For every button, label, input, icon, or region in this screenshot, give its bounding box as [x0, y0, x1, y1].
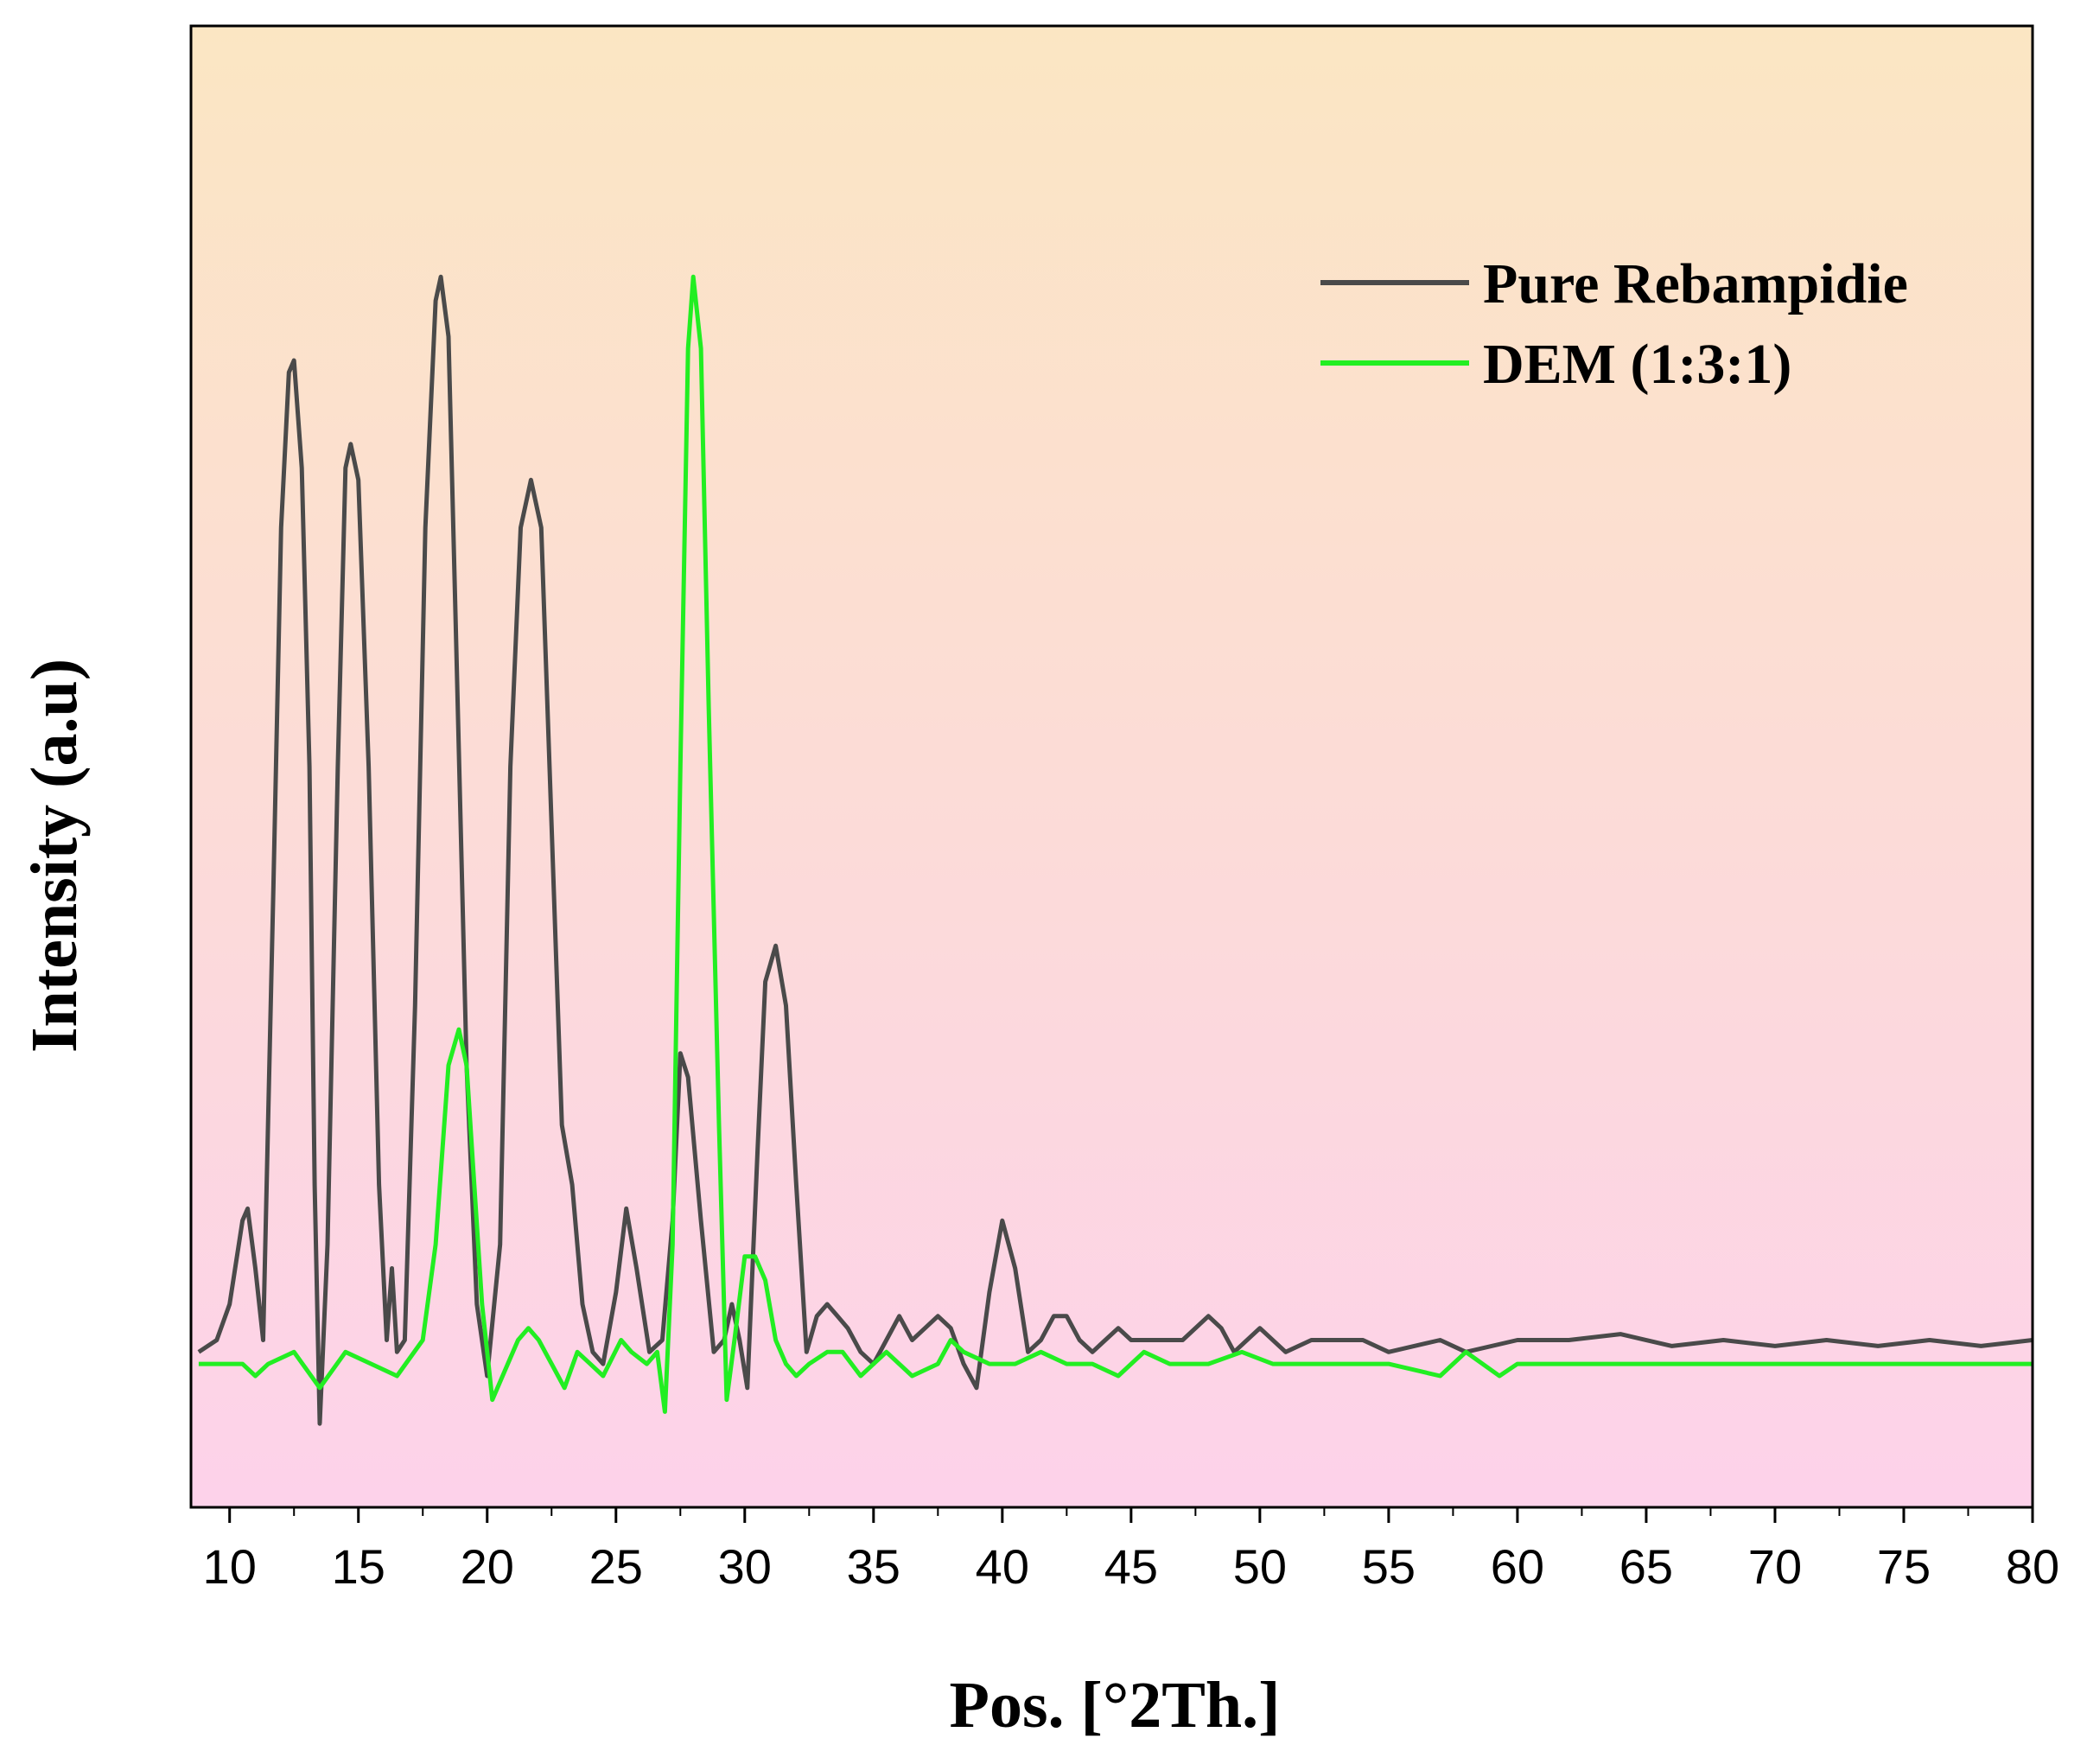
- x-tick-label: 80: [2006, 1539, 2059, 1594]
- x-axis-ticks: 10 15 20 25 30 35 40 45 50 55 60 65 70 75 80: [203, 1507, 2059, 1594]
- plot-background: [191, 26, 2033, 1507]
- plot-frame: [189, 24, 2034, 1509]
- x-tick-label: 50: [1233, 1539, 1287, 1594]
- x-tick-label: 40: [976, 1539, 1029, 1594]
- x-tick-label: 65: [1619, 1539, 1673, 1594]
- series-line-pure-rebampidie: [197, 274, 2033, 1426]
- x-tick-label: 20: [461, 1539, 514, 1594]
- x-axis-title: Pos. [°2Th.]: [950, 1669, 1281, 1742]
- x-tick-label: 15: [332, 1539, 385, 1594]
- x-tick-label: 70: [1748, 1539, 1802, 1594]
- legend: Pure Rebampidie DEM (1:3:1): [1320, 252, 1908, 396]
- x-tick-label: 30: [718, 1539, 772, 1594]
- series-layer: [197, 274, 2033, 1426]
- series-line-dem: [198, 274, 2033, 1414]
- legend-label-pure-rebampidie: Pure Rebampidie: [1483, 252, 1908, 315]
- x-tick-label: 55: [1362, 1539, 1416, 1594]
- x-tick-label: 35: [847, 1539, 900, 1594]
- x-tick-label: 60: [1491, 1539, 1544, 1594]
- x-tick-label: 45: [1104, 1539, 1158, 1594]
- y-axis-title: Intensity (a.u): [18, 659, 91, 1053]
- x-tick-label: 25: [589, 1539, 643, 1594]
- x-tick-label: 75: [1877, 1539, 1931, 1594]
- legend-label-dem: DEM (1:3:1): [1483, 333, 1791, 396]
- x-tick-label: 10: [203, 1539, 257, 1594]
